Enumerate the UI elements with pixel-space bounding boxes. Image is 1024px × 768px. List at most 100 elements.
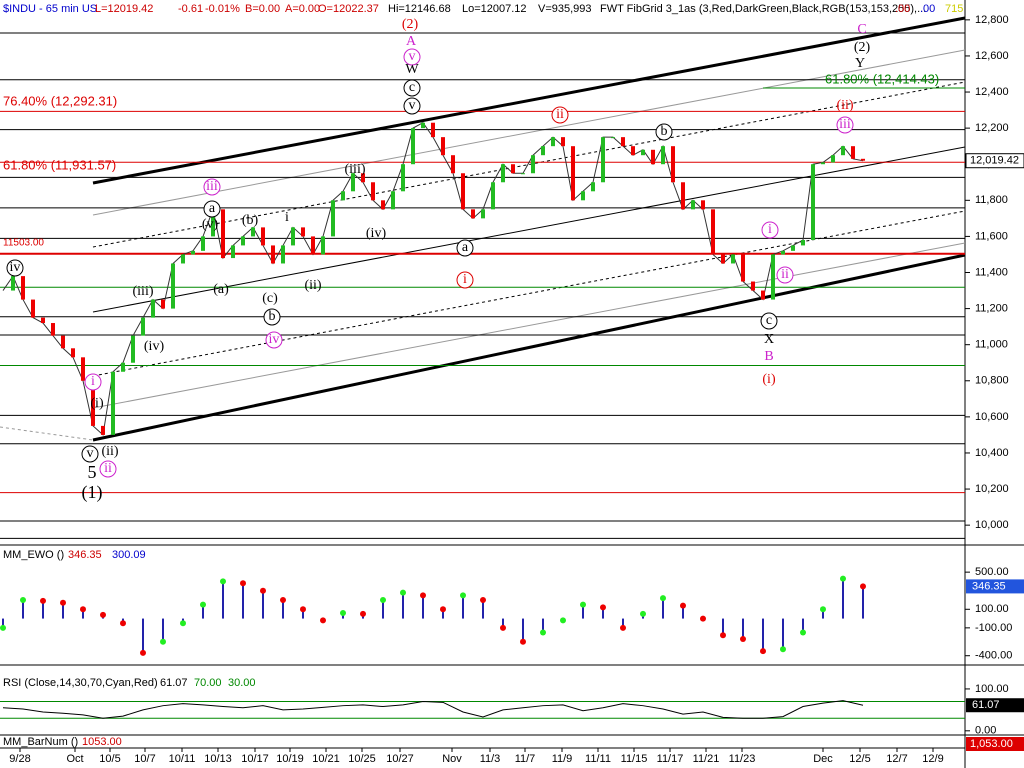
- x-tick-label: 11/7: [515, 753, 536, 765]
- ewo-value: 300.09: [112, 549, 146, 561]
- fib-label: 76.40% (12,292.31): [3, 93, 117, 108]
- price-bar: [711, 209, 715, 255]
- price-bar: [651, 149, 655, 165]
- y-tick-label: 11,200: [975, 302, 1008, 314]
- ewo-bar: [22, 600, 24, 619]
- ewo-bar: [282, 600, 284, 619]
- price-bar: [341, 191, 345, 201]
- ewo-dot: [620, 624, 626, 631]
- price-bar: [431, 122, 435, 138]
- ewo-bar: [542, 618, 544, 633]
- wave-label: 5: [88, 462, 97, 482]
- price-bar: [521, 173, 525, 175]
- ewo-dot: [740, 636, 746, 642]
- x-tick-label: 10/5: [99, 753, 120, 765]
- x-tick-label: 11/3: [480, 753, 501, 765]
- ewo-dot: [240, 580, 246, 587]
- channel-line: [92, 253, 966, 442]
- x-tick-label: 10/11: [169, 753, 196, 765]
- channel-line: [92, 16, 966, 185]
- ewo-bar: [262, 590, 264, 619]
- price-bar: [421, 122, 425, 129]
- channel-line: [0, 426, 94, 441]
- x-tick-label: 11/17: [657, 753, 684, 765]
- channel-line: [92, 242, 966, 409]
- y-tick-label: 500.00: [975, 566, 1009, 578]
- ewo-dot: [80, 606, 86, 613]
- ewo-bar: [742, 618, 744, 639]
- wave-label: b: [661, 124, 668, 139]
- ewo-dot: [40, 597, 46, 604]
- price-bar: [171, 263, 175, 309]
- price-bar: [691, 200, 695, 210]
- ewo-bar: [42, 600, 44, 619]
- header-symbol: $INDU - 65 min US: [3, 3, 97, 15]
- header-last: L=12019.42: [95, 3, 153, 15]
- price-bar: [751, 281, 755, 291]
- y-tick-label: -100.00: [975, 622, 1012, 634]
- ewo-bar: [622, 618, 624, 628]
- wave-circle: [263, 308, 281, 326]
- barnum-last: 1,053.00: [970, 738, 1013, 750]
- x-tick-label: 10/7: [134, 753, 155, 765]
- wave-circle: [403, 97, 421, 115]
- price-bar: [591, 182, 595, 192]
- ewo-dot: [420, 592, 426, 599]
- ewo-dot: [440, 606, 446, 613]
- ewo-dot: [220, 578, 226, 585]
- x-tick-label: 11/9: [552, 753, 573, 765]
- wave-label: i: [463, 272, 467, 287]
- header-open: O=12022.37: [318, 3, 379, 15]
- ewo-dot: [460, 592, 466, 599]
- wave-label: (2): [854, 40, 871, 55]
- header-change: -0.61: [178, 3, 203, 15]
- x-tick-label: 12/5: [849, 753, 870, 765]
- x-tick-label: 11/15: [621, 753, 648, 765]
- price-bar: [541, 146, 545, 156]
- wave-label: (i): [90, 396, 104, 411]
- wave-circle: [403, 79, 421, 97]
- wave-circle: [203, 178, 221, 196]
- price-bar: [181, 254, 185, 264]
- price-bar: [571, 146, 575, 201]
- price-bar: [631, 146, 635, 156]
- x-tick-label: 10/21: [312, 753, 340, 765]
- price-bar: [231, 245, 235, 259]
- price-bar: [111, 371, 115, 435]
- price-bar: [211, 209, 215, 237]
- rsi-last-label: 61.07: [972, 699, 1000, 711]
- ewo-dot: [20, 597, 26, 603]
- y-tick-label: 11,800: [975, 194, 1008, 206]
- wave-label: iii: [839, 117, 851, 132]
- wave-label: X: [764, 332, 774, 347]
- wave-label: iv: [10, 260, 21, 275]
- rsi-last-box: [966, 698, 1024, 713]
- price-bar: [11, 276, 15, 291]
- ewo-dot: [820, 606, 826, 613]
- price-bar: [351, 173, 355, 192]
- ewo-bar: [662, 598, 664, 619]
- rsi-line: [2, 700, 864, 719]
- ewo-dot: [380, 597, 386, 603]
- price-bar: [441, 137, 445, 156]
- ewo-dot: [180, 620, 186, 627]
- price-bar: [301, 227, 305, 237]
- price-bar: [481, 209, 485, 219]
- price-bar: [101, 425, 105, 435]
- price-bar: [551, 137, 555, 147]
- price-bar: [281, 245, 285, 264]
- ewo-dot: [60, 599, 66, 606]
- rsi-value: 61.07: [160, 677, 188, 689]
- x-tick-label: Oct: [66, 753, 83, 765]
- ewo-dot: [560, 617, 566, 624]
- ewo-dot: [400, 589, 406, 596]
- ewo-bar: [602, 607, 604, 619]
- price-bar: [641, 149, 645, 156]
- wave-circle: [551, 106, 569, 124]
- wave-label: ii: [781, 267, 789, 282]
- price-bar: [41, 317, 45, 324]
- wave-circle: [456, 271, 474, 289]
- rsi-lower: 30.00: [228, 677, 256, 689]
- wave-circle: [761, 221, 779, 239]
- wave-label: c: [409, 80, 415, 95]
